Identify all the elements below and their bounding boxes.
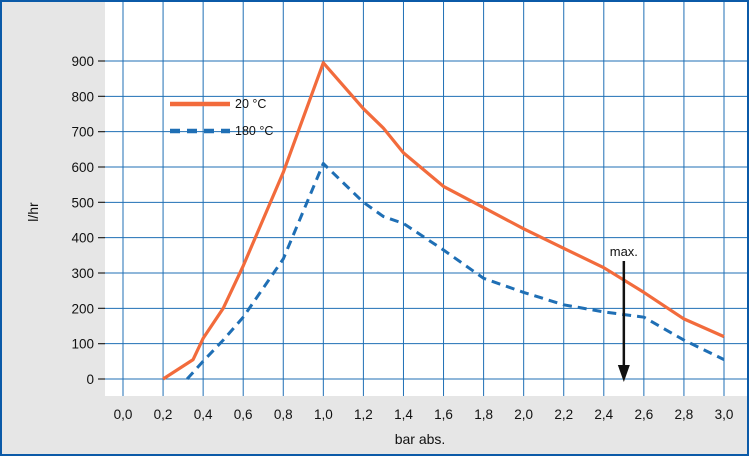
y-tick-label: 600	[71, 160, 94, 175]
x-tick-label: 2,8	[675, 407, 694, 422]
legend-label-20c: 20 °C	[235, 97, 266, 111]
x-tick-label: 0,4	[194, 407, 213, 422]
y-tick-label: 100	[71, 337, 94, 352]
legend: 20 °C 180 °C	[170, 97, 273, 138]
x-tick-label: 0,2	[154, 407, 173, 422]
x-tick-label: 2,6	[634, 407, 653, 422]
series-lines	[162, 61, 725, 381]
grid-lines	[98, 2, 747, 396]
y-tick-label: 400	[71, 231, 94, 246]
x-tick-label: 2,4	[594, 407, 613, 422]
y-tick-label: 300	[71, 266, 94, 281]
y-tick-label: 800	[71, 89, 94, 104]
max-arrow-head	[617, 365, 630, 382]
x-tick-label: 2,2	[554, 407, 573, 422]
x-tick-label: 1,6	[434, 407, 453, 422]
x-tick-label: 0,8	[274, 407, 293, 422]
legend-label-180c: 180 °C	[235, 124, 273, 138]
plot-area-background	[105, 2, 747, 396]
x-tick-label: 3,0	[715, 407, 734, 422]
y-tick-label: 900	[71, 54, 94, 69]
max-annotation: max.	[610, 244, 638, 382]
y-tick-label: 200	[71, 301, 94, 316]
y-tick-label: 700	[71, 125, 94, 140]
x-tick-label: 1,2	[354, 407, 373, 422]
x-tick-label: 0,0	[114, 407, 133, 422]
series-line-20c	[162, 61, 725, 381]
x-tick-label: 1,0	[314, 407, 333, 422]
y-tick-labels: 0 100 200 300 400 500 600 700 800 900	[71, 54, 94, 387]
y-axis-title: l/hr	[25, 202, 41, 222]
x-tick-label: 1,4	[394, 407, 413, 422]
x-tick-label: 2,0	[514, 407, 533, 422]
x-tick-label: 0,6	[234, 407, 253, 422]
max-label: max.	[610, 244, 638, 259]
y-tick-label: 500	[71, 195, 94, 210]
x-axis-title: bar abs.	[395, 431, 446, 447]
y-tick-label: 0	[86, 372, 94, 387]
x-tick-label: 1,8	[474, 407, 493, 422]
x-tick-labels: 0,0 0,2 0,4 0,6 0,8 1,0 1,2 1,4 1,6 1,8 2,0 2,2 2,4 2…	[114, 407, 734, 422]
